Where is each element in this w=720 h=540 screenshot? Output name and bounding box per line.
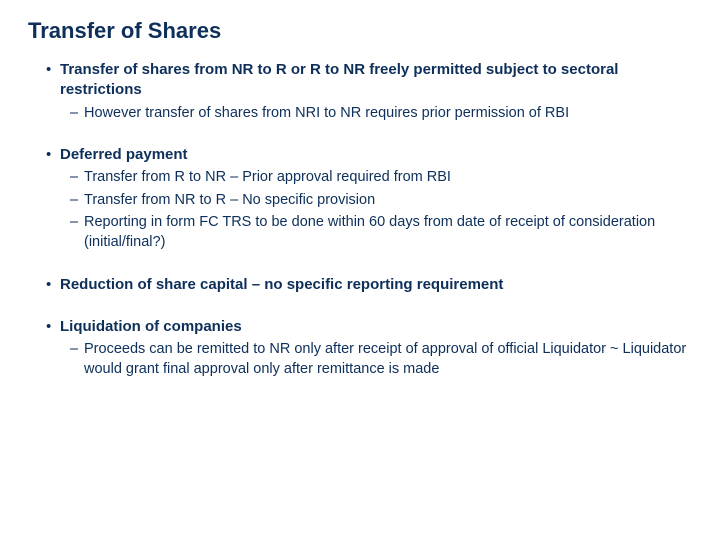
bullet-level-2: – Reporting in form FC TRS to be done wi… xyxy=(70,213,692,252)
bullet-level-1: • Reduction of share capital – no specif… xyxy=(46,275,692,295)
dash-marker: – xyxy=(70,213,84,252)
spacer xyxy=(28,123,692,141)
spacer xyxy=(28,253,692,271)
bullet-text: Reduction of share capital – no specific… xyxy=(60,275,692,295)
bullet-text: Deferred payment xyxy=(60,145,692,165)
bullet-level-2: – Proceeds can be remitted to NR only af… xyxy=(70,340,692,379)
bullet-level-2: – However transfer of shares from NRI to… xyxy=(70,104,692,124)
dash-marker: – xyxy=(70,104,84,124)
bullet-marker: • xyxy=(46,60,60,101)
slide: Transfer of Shares • Transfer of shares … xyxy=(0,0,720,540)
bullet-text: However transfer of shares from NRI to N… xyxy=(84,104,692,124)
bullet-level-2: – Transfer from R to NR – Prior approval… xyxy=(70,168,692,188)
slide-title: Transfer of Shares xyxy=(28,18,692,44)
spacer xyxy=(28,295,692,313)
bullet-text: Transfer of shares from NR to R or R to … xyxy=(60,60,692,101)
bullet-text: Liquidation of companies xyxy=(60,317,692,337)
bullet-text: Transfer from R to NR – Prior approval r… xyxy=(84,168,692,188)
bullet-level-1: • Deferred payment xyxy=(46,145,692,165)
dash-marker: – xyxy=(70,191,84,211)
bullet-text: Proceeds can be remitted to NR only afte… xyxy=(84,340,692,379)
bullet-level-2: – Transfer from NR to R – No specific pr… xyxy=(70,191,692,211)
bullet-text: Reporting in form FC TRS to be done with… xyxy=(84,213,692,252)
bullet-level-1: • Liquidation of companies xyxy=(46,317,692,337)
bullet-text: Transfer from NR to R – No specific prov… xyxy=(84,191,692,211)
bullet-level-1: • Transfer of shares from NR to R or R t… xyxy=(46,60,692,101)
dash-marker: – xyxy=(70,168,84,188)
dash-marker: – xyxy=(70,340,84,379)
bullet-marker: • xyxy=(46,275,60,295)
bullet-marker: • xyxy=(46,145,60,165)
bullet-marker: • xyxy=(46,317,60,337)
